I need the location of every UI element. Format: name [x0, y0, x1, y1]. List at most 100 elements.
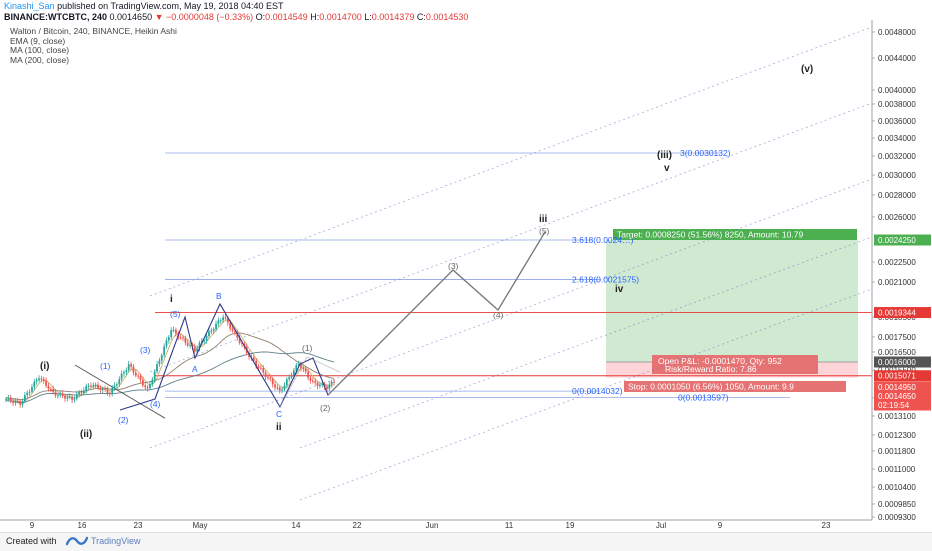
target-label: Target: 0.0008250 (51.56%) 8250, Amount:…: [617, 230, 803, 240]
candle-body: [113, 385, 116, 388]
candle-body: [21, 401, 24, 405]
candle-body: [238, 337, 241, 343]
author-link[interactable]: Kinashi_San: [4, 1, 55, 11]
candle-body: [130, 364, 132, 367]
price-tag-bg: [874, 234, 931, 246]
candle-body: [52, 388, 55, 393]
time-tick-label: 19: [566, 521, 575, 530]
candle-body: [170, 330, 173, 338]
candle-body: [38, 378, 40, 381]
price-tag-bg: [874, 390, 931, 402]
legend-ma100[interactable]: MA (100, close): [10, 45, 70, 55]
candle-body: [241, 342, 243, 345]
legend-series[interactable]: Walton / Bitcoin, 240, BINANCE, Heikin A…: [10, 26, 177, 36]
sub-wave-path: [279, 356, 341, 408]
price-chart[interactable]: Target: 0.0008250 (51.56%) 8250, Amount:…: [0, 0, 932, 532]
candle-body: [269, 377, 272, 380]
price-tick-label: 0.0048000: [878, 28, 916, 37]
tradingview-brand[interactable]: TradingView: [91, 536, 141, 546]
candle-body: [47, 385, 50, 389]
price-tick-label: 0.0009850: [878, 500, 916, 509]
candle-body: [198, 342, 201, 349]
legend-ma200[interactable]: MA (200, close): [10, 54, 70, 65]
channel-line-3: [299, 236, 873, 449]
wave-label-3: (2): [118, 415, 129, 425]
candle-body: [94, 384, 97, 386]
fib-label-3: 0(0.0014032): [572, 386, 623, 396]
candle-body: [278, 387, 281, 391]
candle-body: [101, 388, 104, 391]
candle-body: [212, 329, 215, 331]
candle-body: [12, 400, 14, 403]
wave-label-14: (3): [448, 261, 459, 271]
candle-body: [333, 381, 335, 383]
price-tick-label: 0.0044000: [878, 54, 916, 63]
time-tick-label: 22: [353, 521, 362, 530]
candle-body: [222, 317, 225, 321]
price-tick-label: 0.0009300: [878, 513, 916, 522]
price-tag-bg: [874, 399, 931, 411]
price-tag: 0.0024250: [878, 236, 916, 245]
time-tick-label: 9: [30, 521, 35, 530]
candle-body: [137, 375, 140, 377]
price-tag: 0.0014650: [878, 392, 916, 401]
candle-body: [314, 381, 317, 383]
candle-body: [316, 382, 319, 386]
candle-body: [196, 348, 199, 352]
price-tick-label: 0.0017500: [878, 333, 916, 342]
wave-label-18: iv: [615, 284, 624, 295]
wave-label-13: (2): [320, 403, 331, 413]
wave-label-8: A: [192, 364, 198, 374]
candle-body: [186, 342, 189, 346]
fib-label-4: 0(0.0013597): [678, 393, 729, 403]
candle-body: [151, 379, 154, 385]
candle-body: [175, 329, 177, 334]
candle-body: [92, 385, 95, 387]
candle-body: [132, 366, 135, 373]
candle-body: [59, 393, 62, 396]
candle-body: [252, 357, 255, 361]
candle-body: [264, 372, 267, 378]
candle-body: [149, 384, 151, 389]
price-tick-label: 0.0040000: [878, 86, 916, 95]
moving-averages: [5, 319, 335, 419]
candle-body: [229, 322, 232, 329]
price-tick-label: 0.0038000: [878, 100, 916, 109]
candle-body: [54, 392, 57, 396]
candle-body: [64, 395, 66, 399]
candle-body: [210, 330, 213, 332]
candle-body: [300, 364, 302, 369]
wave-label-5: (4): [150, 399, 161, 409]
candle-body: [139, 376, 142, 380]
wave-label-2: (1): [100, 361, 111, 371]
price-change: −0.0000048 (−0.33%): [166, 12, 254, 22]
price-tick-label: 0.0021000: [878, 278, 916, 287]
candle-body: [78, 392, 81, 395]
candle-body: [35, 380, 38, 382]
channel-line-4: [299, 288, 873, 501]
candle-body: [257, 366, 260, 368]
candle-body: [302, 368, 305, 370]
candle-body: [330, 381, 333, 385]
candle-body: [281, 389, 284, 391]
candle-body: [16, 401, 19, 403]
footer-bar: Created with TradingView: [0, 532, 932, 551]
candle-body: [144, 385, 147, 388]
candle-body: [141, 379, 144, 386]
projection-path: [327, 231, 546, 396]
candle-body: [108, 393, 111, 395]
candle-body: [66, 397, 69, 399]
fib-label-1: 3.618(0.0024…): [572, 235, 634, 245]
candle-body: [90, 385, 92, 387]
candle-body: [262, 368, 265, 373]
price-tag: 0.0019344: [878, 309, 916, 318]
candle-body: [311, 380, 314, 382]
candle-body: [19, 401, 22, 405]
wave-label-10: C: [276, 409, 282, 419]
fib-label-0: 3(0.0030132): [680, 148, 731, 158]
last-price: 0.0014650: [109, 12, 153, 22]
legend-ema[interactable]: EMA (9, close): [10, 35, 66, 46]
candle-body: [208, 331, 210, 337]
wave-label-21: (v): [801, 64, 813, 75]
candle-body: [215, 323, 217, 330]
